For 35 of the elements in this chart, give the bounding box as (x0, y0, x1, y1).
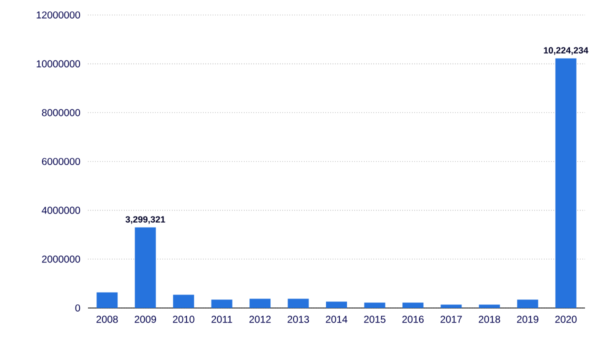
bar (364, 302, 386, 308)
x-tick-label: 2015 (364, 316, 386, 323)
bar (134, 227, 156, 308)
x-tick-label: 2019 (517, 316, 538, 323)
x-tick-label: 2020 (555, 316, 577, 323)
bar (326, 302, 347, 308)
x-tick-label: 2008 (96, 316, 118, 323)
y-tick-label: 10000000 (36, 60, 80, 68)
y-tick-label: 2000000 (42, 256, 80, 263)
data-label: 10,224,234 (544, 47, 588, 55)
y-tick-label: 8000000 (42, 109, 80, 116)
bar (402, 302, 424, 308)
bar (288, 298, 309, 308)
bar (440, 304, 462, 308)
bar (96, 292, 118, 308)
x-tick-label: 2012 (249, 316, 271, 323)
x-tick-label: 2010 (172, 316, 194, 323)
bar (555, 58, 576, 308)
bar (211, 300, 232, 308)
bar (517, 300, 538, 308)
x-tick-label: 2013 (288, 316, 309, 323)
x-tick-label: 2017 (440, 316, 462, 323)
y-tick-label: 12000000 (36, 11, 80, 19)
y-tick-label: 4000000 (42, 206, 80, 214)
x-tick-label: 2016 (402, 316, 424, 323)
x-tick-label: 2011 (212, 316, 232, 323)
y-tick-label: 0 (75, 304, 80, 312)
data-label: 3,299,321 (126, 216, 166, 224)
bar (173, 294, 194, 308)
x-tick-label: 2014 (326, 316, 348, 323)
bar (478, 304, 500, 308)
x-tick-label: 2009 (134, 316, 156, 323)
bar (250, 298, 271, 308)
x-tick-label: 2018 (478, 316, 500, 323)
y-tick-label: 6000000 (42, 158, 80, 166)
